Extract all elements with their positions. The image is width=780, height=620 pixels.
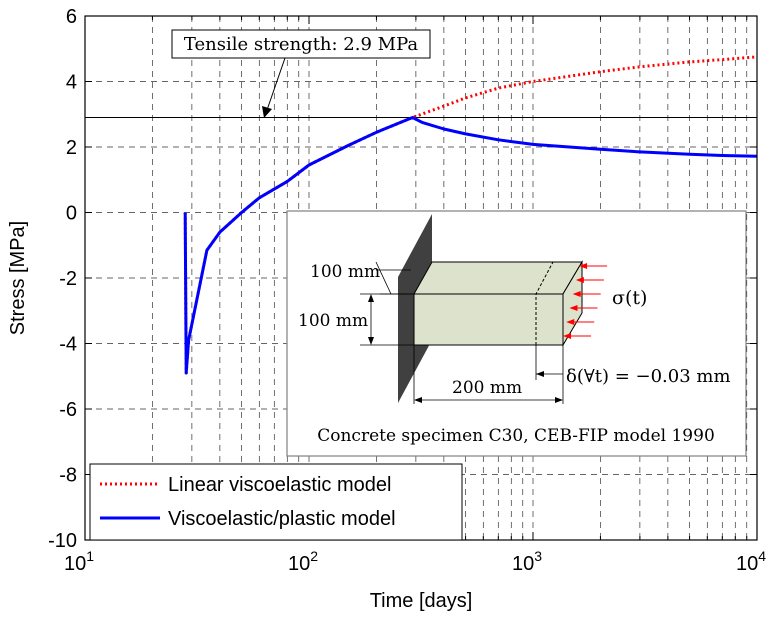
annotation-arrow-line xyxy=(266,57,286,111)
y-tick-label: 0 xyxy=(66,203,77,225)
load-arrowhead xyxy=(566,319,575,325)
annotation-arrowhead xyxy=(262,106,272,118)
y-tick-label: 2 xyxy=(66,137,77,159)
specimen-inset: σ(t) 100 mm 100 mm 200 mm δ(∀t) = −0.03 … xyxy=(286,210,747,457)
inset-caption: Concrete specimen C30, CEB-FIP model 199… xyxy=(317,426,715,446)
y-tick-label: -4 xyxy=(59,334,77,356)
specimen-top-face xyxy=(413,261,583,295)
y-tick-label: 6 xyxy=(66,6,77,28)
x-axis-label: Time [days] xyxy=(370,590,473,612)
y-tick-label: -2 xyxy=(59,268,77,290)
y-axis-label: Stress [MPa] xyxy=(7,221,29,335)
legend-box xyxy=(89,463,463,541)
load-symbol: σ(t) xyxy=(612,287,647,309)
dim-height-label: 100 mm xyxy=(298,311,368,331)
x-tick-label: 103 xyxy=(512,548,542,575)
dim-depth-arrow xyxy=(375,261,392,295)
series-lines xyxy=(183,55,758,375)
annotation-box xyxy=(171,29,431,59)
series-line-viscoelastic-plastic xyxy=(183,116,758,375)
load-arrowhead xyxy=(579,263,588,269)
displacement-label: δ(∀t) = −0.03 mm xyxy=(566,366,731,387)
y-tick-label: -10 xyxy=(48,530,77,552)
load-arrows xyxy=(563,263,608,339)
x-tick-label: 104 xyxy=(736,548,766,575)
load-arrowhead xyxy=(575,277,584,283)
annotation-text: Tensile strength: 2.9 MPa xyxy=(184,34,419,55)
specimen-front-face xyxy=(413,293,564,346)
displacement-dashed-outline xyxy=(535,261,554,345)
legend-label-linear: Linear viscoelastic model xyxy=(168,474,391,496)
dim-length-label: 200 mm xyxy=(452,378,522,398)
load-arrowhead xyxy=(563,333,572,339)
x-tick-label: 101 xyxy=(64,548,94,575)
load-arrowhead xyxy=(572,291,581,297)
dim-depth-label: 100 mm xyxy=(310,262,380,282)
y-tick-label: 4 xyxy=(66,72,77,94)
y-tick-label: -8 xyxy=(59,465,77,487)
legend: Linear viscoelastic model Viscoelastic/p… xyxy=(89,463,463,541)
tensile-strength-annotation: Tensile strength: 2.9 MPa xyxy=(171,29,431,118)
load-arrowhead xyxy=(569,305,578,311)
y-tick-label: -6 xyxy=(59,399,77,421)
legend-label-plastic: Viscoelastic/plastic model xyxy=(168,508,396,530)
x-tick-label: 102 xyxy=(288,548,318,575)
